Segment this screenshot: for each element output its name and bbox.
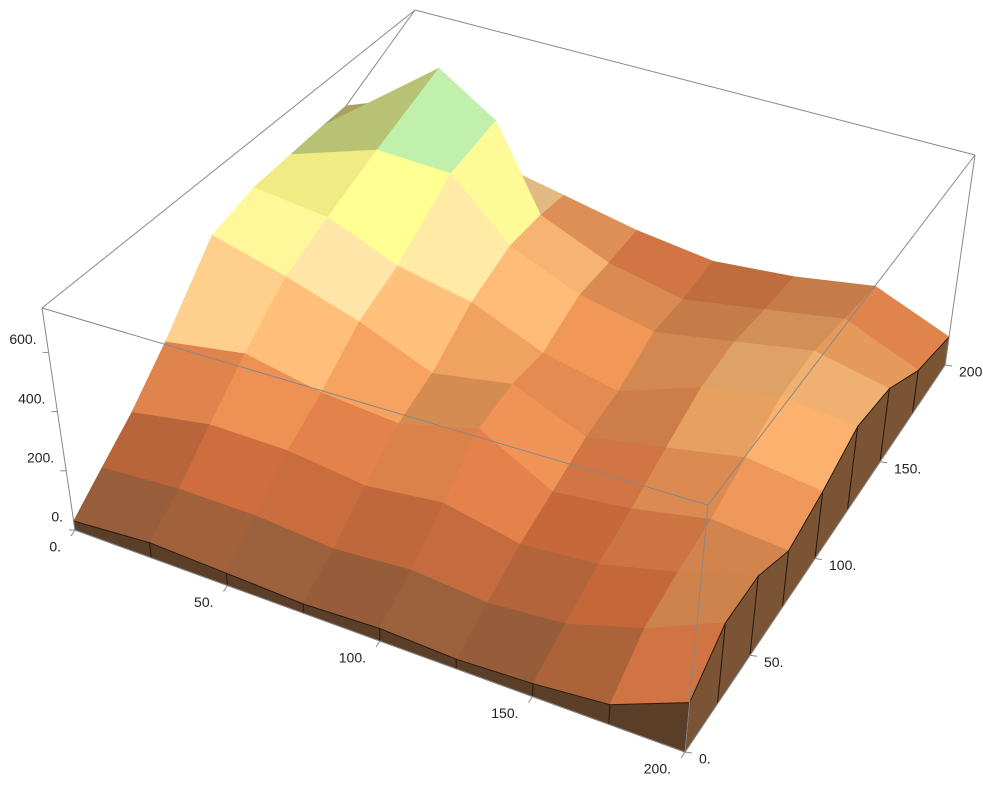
x-tick-label: 100.: [339, 650, 366, 666]
x-tick-label: 150.: [491, 705, 518, 721]
x-tick: [528, 696, 533, 703]
z-tick-label: 200.: [27, 450, 54, 466]
x-tick: [375, 640, 381, 648]
y-tick: [684, 751, 693, 754]
y-tick: [944, 364, 953, 367]
box-edge: [414, 9, 976, 156]
y-tick-label: 200.: [959, 364, 983, 380]
surface-skirt: [608, 702, 691, 753]
box-edge: [41, 307, 709, 506]
y-tick-label: 100.: [829, 557, 856, 573]
box-edge: [707, 154, 976, 506]
x-tick-label: 200.: [644, 761, 671, 777]
box-edge: [41, 9, 416, 309]
z-tick-label: 400.: [18, 390, 45, 406]
box-edge: [41, 307, 76, 531]
x-tick-label: 50.: [194, 594, 213, 610]
x-tick: [223, 585, 228, 592]
y-tick-label: 150.: [894, 460, 921, 476]
x-tick-label: 0.: [49, 539, 61, 555]
box-edge: [944, 154, 976, 366]
y-tick: [749, 654, 758, 657]
y-tick-label: 50.: [764, 654, 783, 670]
box-edge: [684, 504, 709, 753]
y-tick-label: 0.: [699, 751, 711, 767]
x-tick: [70, 529, 76, 537]
y-tick: [814, 558, 823, 560]
x-tick: [680, 751, 686, 759]
y-tick: [879, 461, 888, 464]
z-tick-label: 600.: [9, 331, 36, 347]
z-tick-label: 0.: [51, 509, 63, 525]
